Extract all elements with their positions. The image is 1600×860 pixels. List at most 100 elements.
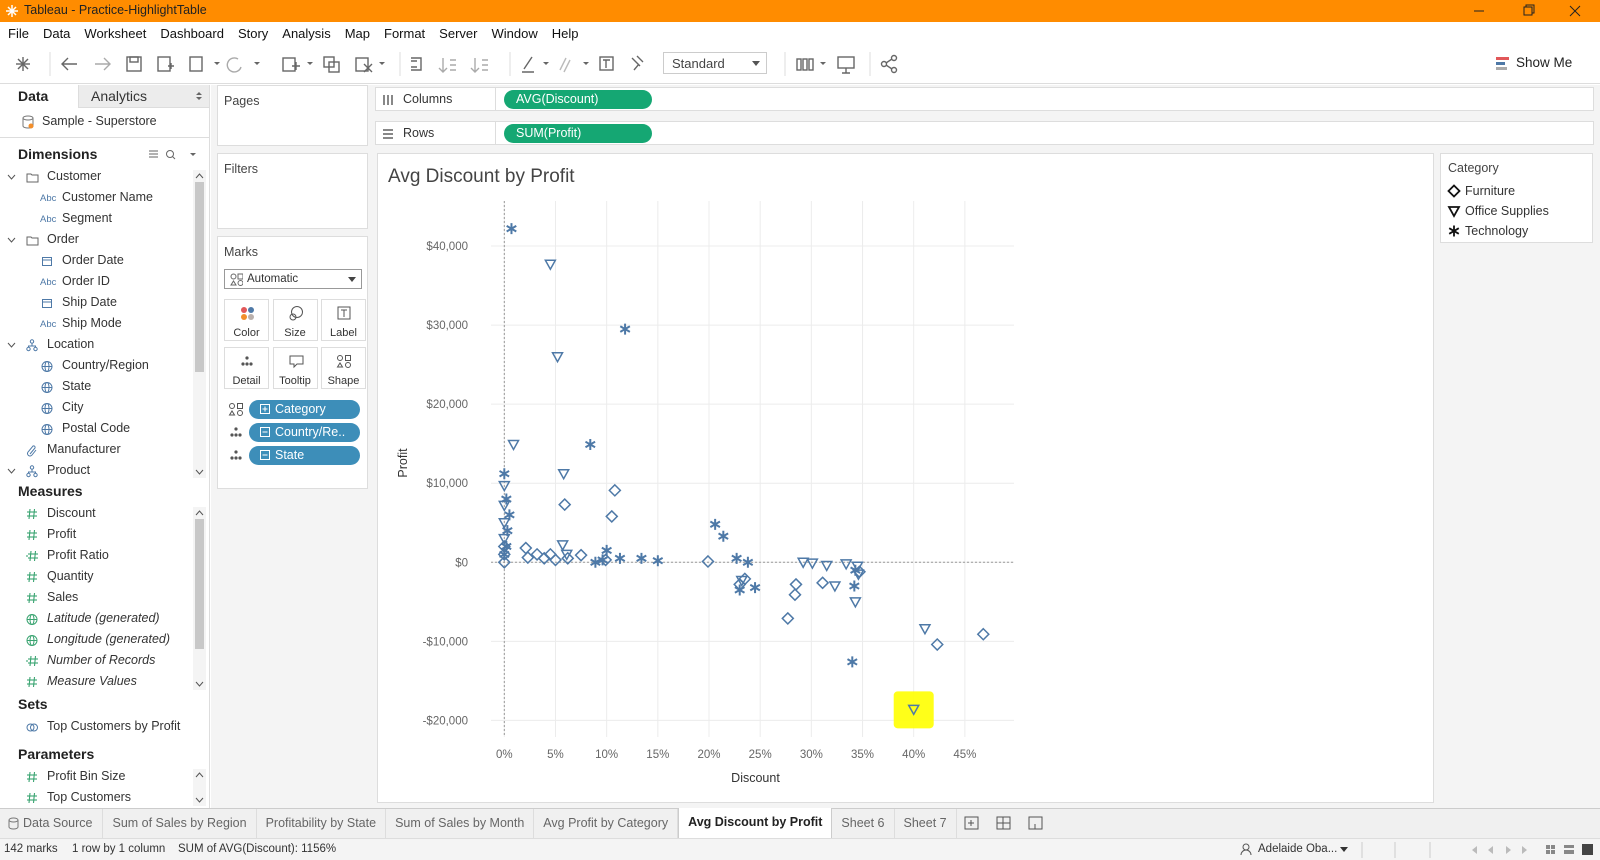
field[interactable]: Order Date [62, 253, 124, 267]
legend-item[interactable]: Technology [1465, 224, 1529, 238]
sheet-tab[interactable]: Sheet 6 [832, 809, 895, 838]
sheet-tab[interactable]: Avg Profit by Category [534, 809, 679, 838]
field[interactable]: Measure Values [47, 674, 137, 688]
type-icon [27, 792, 37, 804]
sheet-tab[interactable]: Avg Discount by Profit [678, 808, 833, 838]
field[interactable]: Order ID [62, 274, 110, 288]
field[interactable]: Sales [47, 590, 79, 604]
pill-type-icon [228, 403, 243, 416]
sheet-tab[interactable]: Sum of Sales by Month [386, 809, 535, 838]
mark-button[interactable]: Shape [321, 347, 366, 389]
x-tick-label: 35% [851, 749, 874, 761]
toolbar: Standard Show Me [0, 44, 1600, 84]
datasource-name[interactable]: Sample - Superstore [42, 114, 157, 128]
sheet-tab[interactable]: Profitability by State [257, 809, 387, 838]
field[interactable]: Product [47, 463, 91, 477]
dropdown-arrow [348, 277, 356, 282]
point [499, 548, 510, 560]
mark-button[interactable]: Size [272, 299, 318, 341]
new-sheet-buttons[interactable] [957, 809, 1057, 838]
menu-item[interactable]: Window [491, 25, 538, 41]
data-tab[interactable]: Data [18, 88, 49, 104]
menu-item[interactable]: Story [237, 25, 269, 41]
legend-item[interactable]: Furniture [1465, 184, 1516, 198]
field[interactable]: Top Customers [47, 790, 132, 804]
field[interactable]: Profit Bin Size [47, 769, 126, 783]
point [849, 597, 862, 609]
shelf-pill[interactable]: SUM(Profit) [504, 124, 652, 143]
field[interactable]: Longitude (generated) [47, 632, 171, 646]
field[interactable]: Manufacturer [47, 442, 121, 456]
expand-chevron [7, 237, 16, 243]
type-icon [27, 445, 37, 457]
filters-card: Filters [217, 153, 368, 229]
menu-item[interactable]: Map [344, 25, 370, 41]
user-name[interactable]: Adelaide Oba... [1258, 843, 1338, 855]
field[interactable]: Quantity [47, 569, 94, 583]
menu-item[interactable]: Data [42, 25, 71, 41]
field[interactable]: Profit [47, 527, 77, 541]
mark-button[interactable]: Tooltip [272, 347, 318, 389]
field[interactable]: Segment [62, 211, 113, 225]
sheet-tab[interactable]: Sum of Sales by Region [103, 809, 257, 838]
menu-item[interactable]: Format [384, 25, 426, 41]
point [614, 552, 626, 564]
menu-item[interactable]: Analysis [282, 25, 331, 41]
mark-pill[interactable]: State [249, 446, 360, 465]
mark-button[interactable]: Color [224, 299, 269, 341]
field[interactable]: Latitude (generated) [47, 611, 160, 625]
window-controls[interactable] [1460, 0, 1600, 22]
analytics-tab[interactable]: Analytics [78, 85, 209, 108]
point [504, 509, 515, 521]
sheet-tab[interactable]: Sheet 7 [895, 809, 957, 838]
field[interactable]: Discount [47, 506, 96, 520]
menu-item[interactable]: Help [551, 25, 579, 41]
field[interactable]: Customer Name [62, 190, 153, 204]
point [652, 555, 664, 567]
point [930, 637, 944, 652]
point [734, 584, 746, 596]
card-title: Filters [224, 162, 259, 176]
field[interactable]: Number of Records [47, 653, 156, 667]
field[interactable]: Postal Code [62, 421, 131, 435]
shelf-divider [495, 88, 496, 110]
menu-item[interactable]: Worksheet [84, 25, 147, 41]
menu-item[interactable]: Server [439, 25, 478, 41]
mark-type-dropdown[interactable]: Automatic [224, 269, 362, 289]
field[interactable]: Location [47, 337, 95, 351]
type-icon [26, 655, 38, 667]
point [718, 530, 729, 542]
point [551, 351, 564, 364]
type-icon [42, 299, 52, 308]
mark-button[interactable]: Detail [224, 347, 269, 389]
field[interactable]: Customer [47, 169, 102, 183]
menu-item[interactable]: File [8, 25, 29, 41]
menu-item[interactable]: Dashboard [160, 25, 224, 41]
scrollbar [193, 507, 206, 690]
shelf-pill[interactable]: AVG(Discount) [504, 90, 652, 109]
mark-pill[interactable]: Category [249, 400, 360, 419]
x-tick-label: 5% [547, 749, 564, 761]
y-tick-label: $20,000 [426, 399, 468, 411]
type-icon [26, 614, 38, 625]
field[interactable]: Top Customers by Profit [47, 719, 181, 733]
legend-item[interactable]: Office Supplies [1465, 204, 1549, 218]
expand-chevron [7, 174, 16, 180]
field[interactable]: Ship Mode [62, 316, 122, 330]
y-tick-label: $30,000 [426, 320, 468, 332]
status-text: 142 marks [4, 843, 58, 855]
show-me-button[interactable]: Show Me [1516, 55, 1573, 70]
fit-dropdown[interactable]: Standard [663, 52, 767, 74]
pill-expander [260, 427, 270, 437]
field[interactable]: State [62, 379, 92, 393]
mark-button[interactable]: Label [321, 299, 366, 341]
sheet-tab[interactable]: Data Source [0, 809, 104, 838]
field[interactable]: Ship Date [62, 295, 117, 309]
field[interactable]: City [62, 400, 84, 414]
point [561, 551, 575, 565]
field[interactable]: Country/Region [62, 358, 149, 372]
field[interactable]: Order [47, 232, 79, 246]
field[interactable]: Profit Ratio [47, 548, 109, 562]
mark-pill[interactable]: Country/Re.. [249, 423, 360, 442]
point [788, 588, 802, 602]
